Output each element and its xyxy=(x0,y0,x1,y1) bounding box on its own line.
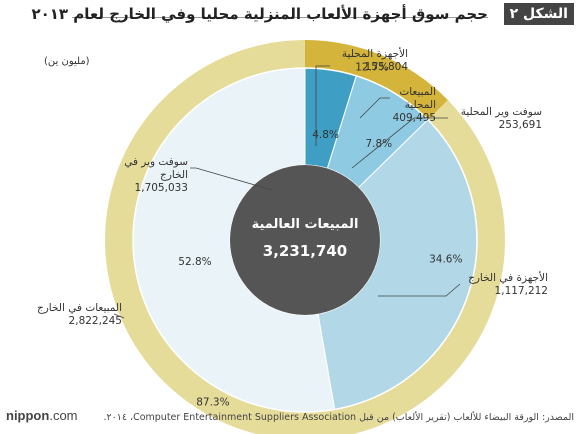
title-rule xyxy=(72,17,488,18)
nippon-logo-main: nippon xyxy=(6,408,50,423)
label-overseas-sales-value: 2,822,245 xyxy=(68,315,122,327)
label-overseas-hw-value: 1,117,212 xyxy=(494,285,548,297)
label-domestic-hw-value: 155,804 xyxy=(364,61,408,73)
label-domestic-sales: المبيعات المحلية 409,495 xyxy=(366,86,436,125)
leader-overseas-hw xyxy=(378,283,461,297)
label-domestic-sw-name: سوفت وير المحلية xyxy=(460,106,542,118)
label-overseas-sw-name: سوفت وير في الخارج xyxy=(124,156,188,181)
leader-domestic-hw xyxy=(315,65,330,146)
label-overseas-sw: سوفت وير في الخارج 1,705,033 xyxy=(102,156,188,195)
inner-pct-overseas-sw: 52.8% xyxy=(178,256,211,268)
label-domestic-hw-name: الأجهزة المحلية xyxy=(341,48,408,60)
center-value: 3,231,740 xyxy=(263,242,347,260)
inner-pct-domestic-hw: 4.8% xyxy=(312,129,339,141)
outer-pct-overseas: 87.3% xyxy=(196,397,229,409)
label-overseas-hw-name: الأجهزة في الخارج xyxy=(468,272,548,284)
leader-overseas-sales xyxy=(113,313,125,319)
label-domestic-hw: الأجهزة المحلية 155,804 xyxy=(320,48,408,74)
label-domestic-sw: سوفت وير المحلية 253,691 xyxy=(450,106,542,132)
nippon-logo: nippon.com xyxy=(6,408,78,423)
label-overseas-sw-value: 1,705,033 xyxy=(134,182,188,194)
label-domestic-sales-name: المبيعات المحلية xyxy=(399,86,436,111)
leader-overseas-sw xyxy=(190,167,273,191)
label-domestic-sales-value: 409,495 xyxy=(392,112,436,124)
source-note: المصدر: الورقة البيضاء للألعاب (تقرير ال… xyxy=(103,412,574,423)
inner-pct-domestic-sw: 7.8% xyxy=(365,138,392,150)
leader-domestic-sales xyxy=(359,97,390,119)
inner-pct-overseas-hw: 34.6% xyxy=(429,254,462,266)
nippon-logo-tld: .com xyxy=(49,408,78,423)
center-circle xyxy=(230,165,380,315)
label-overseas-sales: المبيعات في الخارج 2,822,245 xyxy=(34,302,122,328)
chart-title: حجم سوق أجهزة الألعاب المنزلية محليا وفي… xyxy=(31,5,488,23)
ring-divider xyxy=(132,67,478,413)
figure-label: الشكل ٢ xyxy=(503,3,574,25)
outer-slice-0 xyxy=(305,40,448,120)
label-overseas-hw: الأجهزة في الخارج 1,117,212 xyxy=(458,272,548,298)
outer-pct-domestic: 12.7% xyxy=(355,61,388,73)
center-label: المبيعات العالمية xyxy=(252,217,359,232)
unit-label: (مليون ين) xyxy=(44,56,90,67)
header: حجم سوق أجهزة الألعاب المنزلية محليا وفي… xyxy=(0,0,584,30)
leader-domestic-sw xyxy=(351,117,448,169)
label-overseas-sales-name: المبيعات في الخارج xyxy=(36,302,122,314)
label-domestic-sw-value: 253,691 xyxy=(498,119,542,131)
